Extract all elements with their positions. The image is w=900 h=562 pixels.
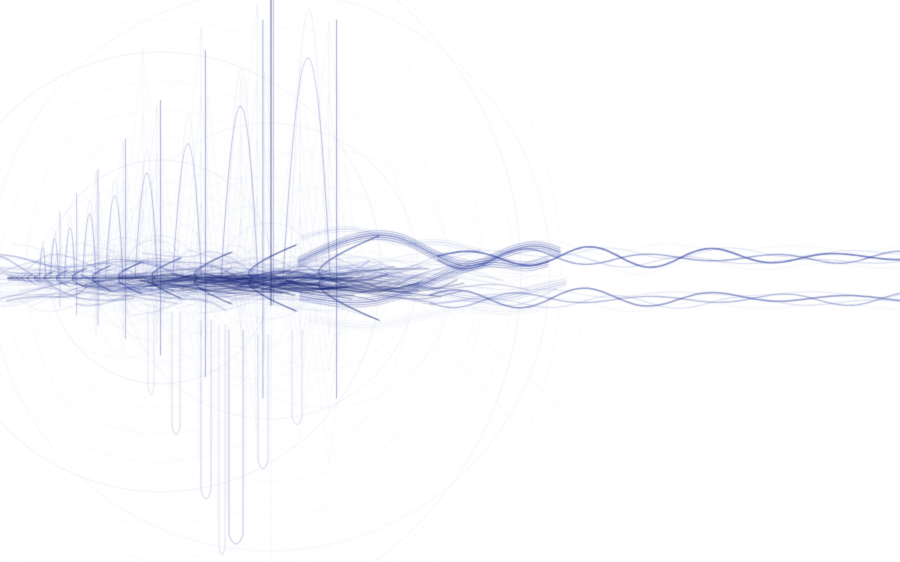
abstract-fractal-artwork	[0, 0, 900, 562]
artwork-canvas	[0, 0, 900, 562]
